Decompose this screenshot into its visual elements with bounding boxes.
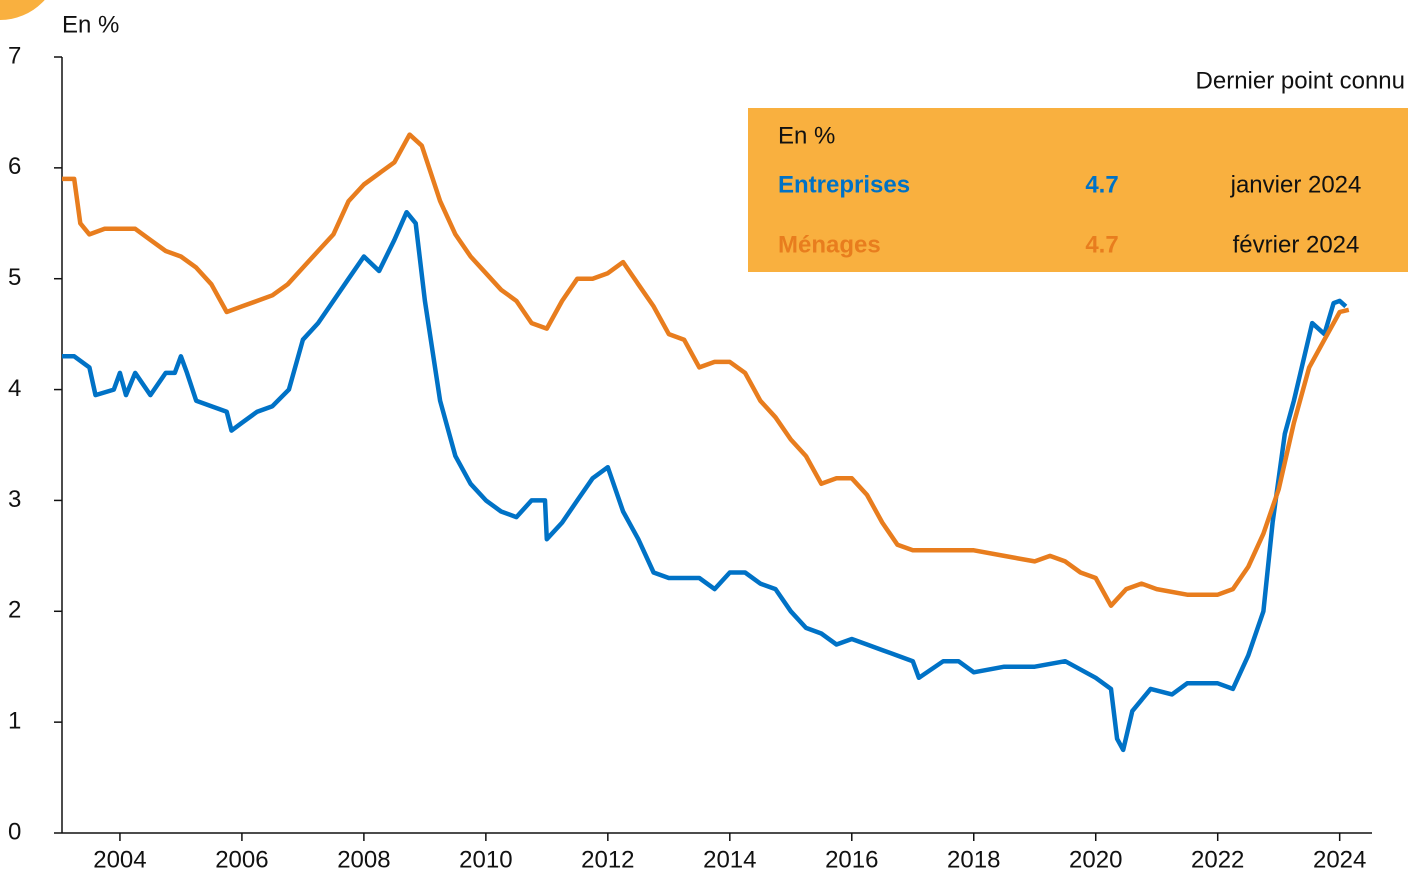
corner-decoration — [0, 0, 45, 20]
y-tick-label: 0 — [8, 818, 21, 845]
y-tick-label: 4 — [8, 375, 21, 402]
legend-name: Entreprises — [778, 171, 910, 198]
series-line — [62, 132, 1350, 608]
y-tick-label: 6 — [8, 153, 21, 180]
legend-date: février 2024 — [1233, 231, 1360, 258]
x-tick-label: 2010 — [459, 846, 512, 873]
y-tick-label: 2 — [8, 597, 21, 624]
legend-name: Ménages — [778, 231, 881, 258]
x-tick-label: 2022 — [1191, 846, 1244, 873]
y-axis-label: En % — [62, 11, 119, 38]
box-title: Dernier point connu — [1196, 67, 1405, 94]
x-tick-label: 2008 — [337, 846, 390, 873]
legend-value: 4.7 — [1085, 231, 1118, 258]
x-tick-label: 2024 — [1313, 846, 1366, 873]
last-point-box — [748, 108, 1408, 272]
y-tick-label: 7 — [8, 42, 21, 69]
series-line — [62, 209, 1348, 753]
x-tick-label: 2016 — [825, 846, 878, 873]
x-tick-label: 2014 — [703, 846, 756, 873]
x-tick-label: 2020 — [1069, 846, 1122, 873]
x-tick-label: 2006 — [215, 846, 268, 873]
y-tick-label: 1 — [8, 707, 21, 734]
y-tick-label: 5 — [8, 264, 21, 291]
legend-value: 4.7 — [1085, 171, 1118, 198]
y-tick-label: 3 — [8, 486, 21, 513]
x-tick-label: 2012 — [581, 846, 634, 873]
legend-date: janvier 2024 — [1230, 171, 1362, 198]
x-tick-label: 2018 — [947, 846, 1000, 873]
box-unit: En % — [778, 122, 835, 149]
x-tick-label: 2004 — [93, 846, 146, 873]
